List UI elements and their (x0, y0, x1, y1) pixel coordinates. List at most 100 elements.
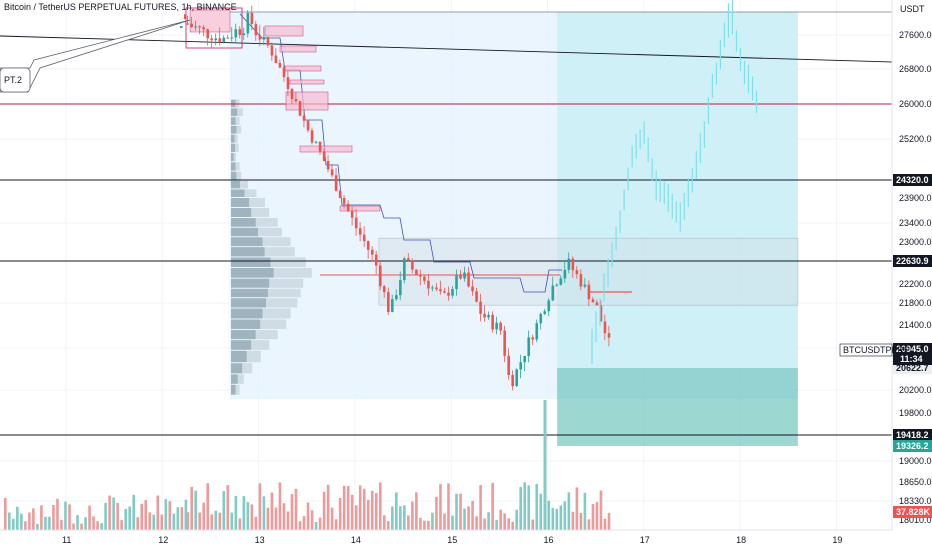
profile-bar-light (249, 198, 265, 207)
volume-bar (431, 512, 434, 530)
volume-bar (487, 512, 490, 530)
volume-bar (156, 495, 160, 530)
order-block (264, 25, 304, 37)
candle-body (314, 141, 318, 143)
candle-body (387, 292, 390, 313)
profile-bar-dark (231, 143, 236, 152)
candle-body (246, 12, 250, 34)
candle-body (298, 101, 302, 116)
volume-bar (92, 516, 95, 530)
candle-body (551, 285, 555, 301)
badge-24320-bg (893, 174, 932, 186)
volume-bar (374, 493, 378, 530)
volume-bar (194, 490, 197, 530)
volume-bar (230, 512, 234, 530)
profile-bar-light (255, 218, 278, 227)
volume-bar (56, 498, 59, 530)
candle-body (294, 98, 298, 102)
volume-spike (543, 400, 547, 530)
badge-20622: 20622.7 (896, 363, 929, 373)
volume-bar (286, 511, 290, 530)
volume-bar (358, 485, 362, 530)
candle-body (591, 299, 595, 303)
volume-bar (567, 492, 571, 530)
candle-body (358, 228, 362, 235)
candle-body (338, 190, 342, 199)
profile-bar-dark (231, 117, 236, 125)
profile-bar-light (237, 108, 243, 117)
candle-body (527, 337, 531, 356)
candle-body (423, 276, 426, 281)
profile-bar-dark (231, 125, 237, 134)
volume-bar (64, 501, 67, 530)
volume-bar (282, 503, 286, 530)
volume-bar (415, 492, 418, 530)
order-blocks-layer (185, 7, 381, 212)
candle-body (395, 295, 398, 300)
badge-volume: 37.828K (896, 507, 931, 517)
candle-body (603, 321, 607, 334)
volume-bar (84, 517, 87, 530)
candle-body (575, 270, 579, 275)
candle-body (443, 291, 446, 293)
candle-body (194, 26, 197, 28)
volume-bars-layer (4, 400, 611, 530)
volume-bar (80, 523, 83, 530)
candle-body (535, 323, 539, 340)
order-block (299, 145, 353, 153)
candle-body (346, 203, 350, 211)
volume-bar (607, 512, 611, 530)
volume-bar (583, 492, 587, 530)
price-tick-label: 23000.0 (899, 237, 932, 247)
price-tick-label: 26800.0 (899, 64, 932, 74)
candle-body (507, 355, 510, 375)
candle-body (511, 374, 514, 387)
candle-body (487, 314, 490, 318)
volume-bar (495, 519, 498, 530)
candle-body (202, 27, 206, 30)
candle-body (583, 284, 587, 287)
pt2-callout[interactable]: PT.2 (0, 19, 191, 93)
profile-bar-dark (231, 278, 270, 288)
profile-bar-light (236, 171, 242, 180)
volume-bar (310, 510, 314, 530)
volume-bar (427, 520, 430, 530)
badge-countdown: 11:34 (900, 354, 923, 364)
profit-zone (557, 12, 798, 368)
candle-body (354, 217, 358, 229)
candle-body (391, 299, 394, 313)
candle-body (455, 275, 458, 290)
volume-bar (330, 507, 334, 530)
profile-bar-light (266, 298, 298, 308)
time-tick-label: 17 (640, 535, 650, 545)
volume-bar (290, 494, 294, 530)
volume-bar (28, 512, 31, 530)
volume-bar (76, 515, 79, 530)
candle-body (226, 37, 230, 39)
volume-bar (302, 516, 306, 530)
profile-bar-dark (231, 237, 263, 247)
price-tick-label: 23400.0 (899, 218, 932, 228)
profile-bar-light (270, 257, 306, 267)
price-tick-label: 19000.0 (899, 456, 932, 466)
candle-body (435, 287, 438, 290)
candle-body (306, 120, 310, 131)
volume-bar (8, 512, 11, 530)
order-block (339, 205, 381, 212)
symbol-tag: BTCUSDTPERP (843, 345, 910, 355)
volume-bar (270, 492, 274, 530)
callout-frame (0, 67, 31, 93)
volume-bar (210, 514, 214, 530)
profile-bar-dark (231, 152, 234, 162)
order-block (284, 65, 322, 72)
volume-bar (459, 493, 462, 530)
candle-body (427, 280, 430, 289)
candle-body (471, 286, 474, 292)
order-block (285, 91, 329, 111)
volume-bar (531, 519, 535, 530)
volume-bar (471, 500, 474, 530)
candle-body (595, 302, 599, 306)
volume-bar (587, 519, 591, 530)
